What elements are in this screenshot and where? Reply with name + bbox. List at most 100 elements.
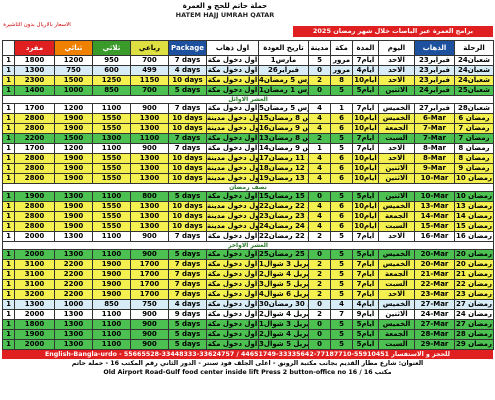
cell: 850 (92, 299, 131, 310)
cell: 10 days (168, 201, 207, 212)
cell: 950 (92, 55, 131, 66)
cell: 1 (2, 319, 15, 330)
cell: 10ايام (352, 173, 379, 184)
cell: 8-Mar (414, 143, 455, 154)
cell: اول دخول مكة (206, 75, 259, 86)
cell: 900 (130, 329, 169, 340)
cell: 25شعبان (454, 85, 494, 96)
cell: اول دخول مكة (206, 269, 259, 280)
cell: 7 days (168, 103, 207, 114)
cell: 1700 (14, 143, 55, 154)
cell: 27فبراير (414, 103, 455, 114)
cell: 10-Mar (414, 191, 455, 202)
cell: 900 (130, 339, 169, 350)
cell: 10ايام (352, 211, 379, 222)
cell: 4 (308, 211, 331, 222)
cell: 14 رمضان (454, 211, 494, 222)
cell: 2300 (14, 75, 55, 86)
section-label: العشر الاوائل (2, 95, 494, 104)
cell: 1 (2, 279, 15, 290)
cell: 4 (308, 103, 331, 114)
cell: 7ايام (352, 269, 379, 280)
brand-ar: حملة حاتم للحج و العمرة (182, 2, 268, 10)
cell: 0 (308, 65, 331, 76)
cell: 1 (2, 113, 15, 124)
cell: 2200 (54, 259, 93, 270)
cell: 8-Mar (414, 153, 455, 164)
cell: 1 (2, 55, 15, 66)
cell: 1900 (92, 259, 131, 270)
cell: 13-Mar (414, 201, 455, 212)
cell: 4 (308, 113, 331, 124)
cell: 1900 (54, 113, 93, 124)
cell: الاثنين (378, 163, 415, 174)
cell: الخميس (378, 299, 415, 310)
cell: 1700 (14, 103, 55, 114)
trip-row: 1 1800 1200 950 700 7 days اول دخول مكة 1مارس 5 م… (2, 55, 494, 66)
cell: 1800 (14, 319, 55, 330)
cell: 24-Mar (414, 309, 455, 320)
cell: 24شعبان (454, 65, 494, 76)
cell: 20-Mar (414, 259, 455, 270)
cell: 4ابريل 6 شوال (258, 289, 309, 300)
cell: 5 days (168, 339, 207, 350)
cell: 1300 (14, 299, 55, 310)
cell: 2 (308, 289, 331, 300)
cell: 1900 (54, 163, 93, 174)
cell: 1 (2, 329, 15, 340)
cell: 9-Mar (414, 163, 455, 174)
cell: 29 رمضان (454, 339, 494, 350)
column-header: مكة (330, 40, 353, 56)
cell: 1200 (54, 103, 93, 114)
cell: اول دخول مدينة (206, 163, 259, 174)
cell: الاثنين (378, 85, 415, 96)
cell: 5 (330, 269, 353, 280)
footer-address-en: Old Airport Road-Gulf food center inside… (103, 369, 392, 376)
cell: الاحد (378, 143, 415, 154)
cell: 4 (308, 123, 331, 134)
cell: 1 (2, 299, 15, 310)
cell: 900 (130, 309, 169, 320)
cell: 25مارس 25 رمضان (258, 249, 309, 260)
cell: اول دخول مكة (206, 65, 259, 76)
cell: 18مارس 12 رمضان (258, 163, 309, 174)
cell: 1200 (54, 143, 93, 154)
cell: 5 days (168, 249, 207, 260)
trip-row: 1 2800 1900 1550 1300 10 days اول دخول مدينة 15… (2, 113, 494, 124)
cell: 750 (54, 65, 93, 76)
cell: الخميس (378, 103, 415, 114)
cell: 29-Mar (414, 339, 455, 350)
cell: 5 (330, 279, 353, 290)
cell: 1550 (92, 163, 131, 174)
cell: 7 days (168, 55, 207, 66)
section-row: العشر الاوائل (2, 95, 494, 104)
cell: 1100 (92, 249, 131, 260)
cell: 20-Mar (414, 249, 455, 260)
cell: 4ايام (352, 65, 379, 76)
cell: 1550 (92, 173, 131, 184)
cell: 1100 (92, 329, 131, 340)
banner: برامج العمرة عبر الباصات خلال شهر رمضان … (293, 26, 493, 37)
cell: 1100 (92, 231, 131, 242)
cell: 1 (2, 85, 15, 96)
trip-row: 1 2800 1900 1550 1300 10 days اول دخول مدينة 19… (2, 173, 494, 184)
cell: 4 days (168, 65, 207, 76)
cell: 2 (308, 269, 331, 280)
cell: 16 رمضان (454, 231, 494, 242)
column-header: ثلاثي (92, 40, 131, 56)
cell: 1 (2, 309, 15, 320)
cell: 5 (330, 249, 353, 260)
cell: 4مارس 5 رمضان (258, 75, 309, 86)
cell: 1100 (130, 133, 169, 144)
cell: 4 (308, 153, 331, 164)
cell: 850 (92, 85, 131, 96)
cell: اول دخول مكة (206, 319, 259, 330)
cell: 7 days (168, 231, 207, 242)
cell: 2 (308, 259, 331, 270)
cell: 15مارس 8 رمضان (258, 113, 309, 124)
cell: الخميس (378, 319, 415, 330)
cell: 1مارس (258, 55, 309, 66)
cell: اول دخول مكة (206, 191, 259, 202)
